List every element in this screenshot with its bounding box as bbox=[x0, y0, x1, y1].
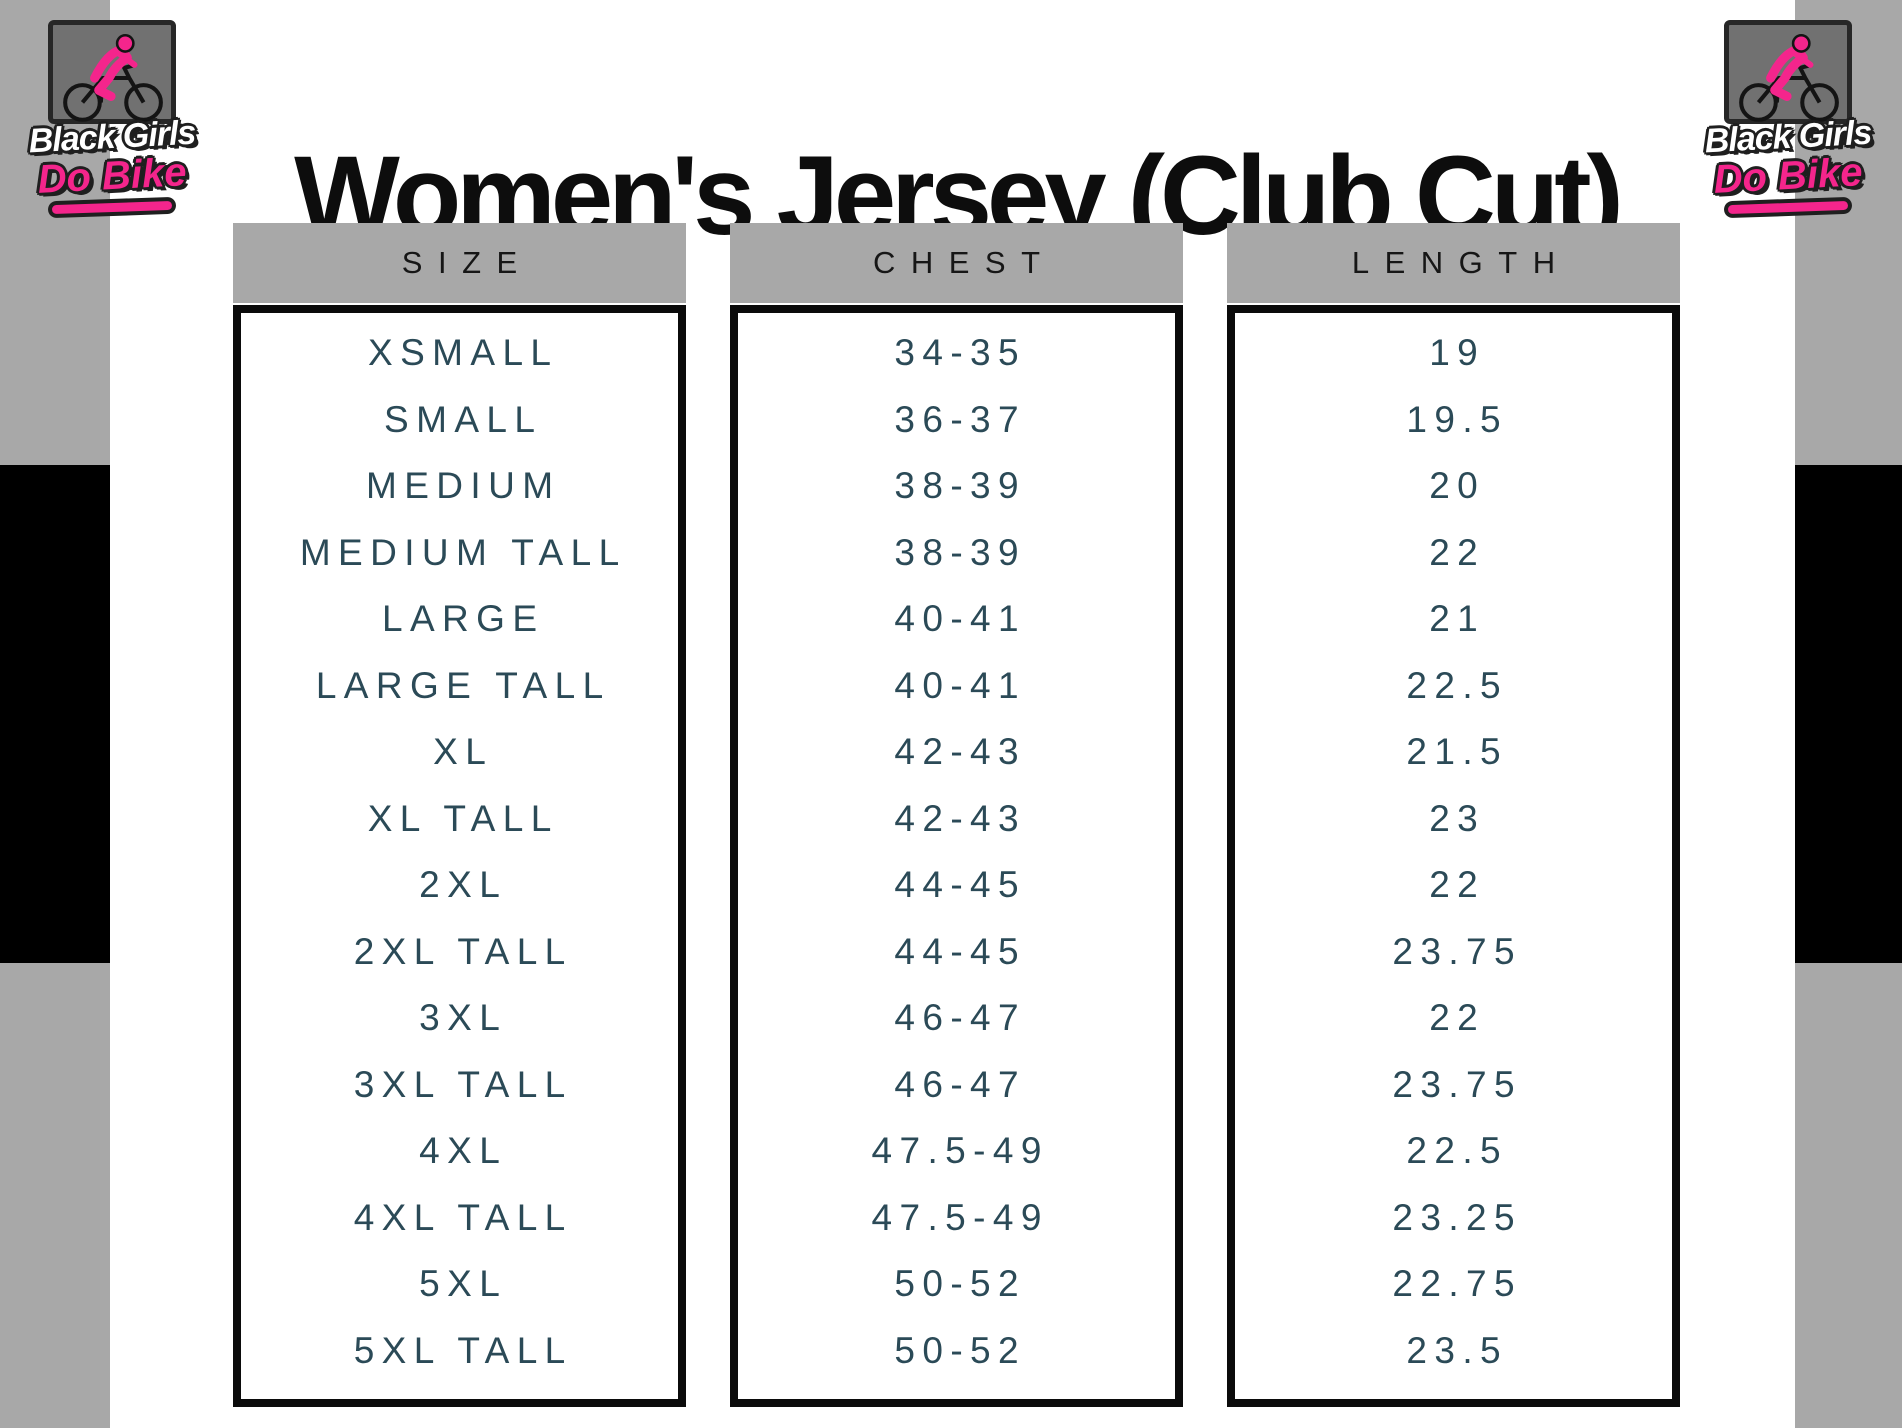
column-header-chest: CHEST bbox=[730, 223, 1183, 303]
column-header-length: LENGTH bbox=[1227, 223, 1680, 303]
logo-square bbox=[48, 20, 176, 124]
table-cell-length: 23.75 bbox=[1392, 1063, 1522, 1105]
table-cell-chest: 44-45 bbox=[894, 930, 1027, 972]
right-stripe bbox=[1795, 0, 1902, 1428]
left-stripe bbox=[0, 0, 110, 1428]
table-cell-length: 23.75 bbox=[1392, 930, 1522, 972]
table-cell-chest: 46-47 bbox=[894, 1063, 1027, 1105]
table-cell-chest: 50-52 bbox=[894, 1263, 1027, 1305]
logo-square bbox=[1724, 20, 1852, 124]
table-cell-chest: 40-41 bbox=[894, 598, 1027, 640]
bgdb-logo-left: Black Girls Do Bike bbox=[12, 20, 212, 215]
table-cell-chest: 46-47 bbox=[894, 997, 1027, 1039]
column-chest: CHEST 34-35 36-37 38-39 38-39 40-41 40-41 42-4… bbox=[730, 223, 1183, 1407]
bgdb-logo-right: Black Girls Do Bike bbox=[1688, 20, 1888, 215]
table-cell-length: 20 bbox=[1429, 465, 1486, 507]
table-cell-size: XL bbox=[433, 731, 494, 773]
right-stripe-black-segment bbox=[1795, 465, 1902, 963]
table-cell-size: 3XL bbox=[419, 997, 508, 1039]
table-cell-length: 22.5 bbox=[1406, 664, 1508, 706]
table-cell-chest: 40-41 bbox=[894, 664, 1027, 706]
table-cell-size: MEDIUM TALL bbox=[299, 531, 627, 573]
table-cell-length: 23.5 bbox=[1406, 1329, 1508, 1371]
table-cell-size: 3XL TALL bbox=[353, 1063, 573, 1105]
table-cell-length: 19.5 bbox=[1406, 398, 1508, 440]
cyclist-icon bbox=[1739, 33, 1839, 122]
table-cell-chest: 38-39 bbox=[894, 531, 1027, 573]
table-cell-chest: 50-52 bbox=[894, 1329, 1027, 1371]
size-table: SIZE XSMALL SMALL MEDIUM MEDIUM TALL LARGE LA… bbox=[233, 223, 1680, 1407]
table-cell-length: 22 bbox=[1429, 864, 1486, 906]
column-box-size: XSMALL SMALL MEDIUM MEDIUM TALL LARGE LARGE T… bbox=[233, 305, 686, 1407]
table-cell-chest: 42-43 bbox=[894, 797, 1027, 839]
table-cell-length: 22 bbox=[1429, 997, 1486, 1039]
table-cell-size: XL TALL bbox=[367, 797, 559, 839]
column-header-size: SIZE bbox=[233, 223, 686, 303]
table-cell-size: 5XL TALL bbox=[353, 1329, 573, 1371]
table-cell-size: 5XL bbox=[419, 1263, 508, 1305]
column-length: LENGTH 19 19.5 20 22 21 22.5 21.5 23 22 23.75 22 23… bbox=[1227, 223, 1680, 1407]
table-cell-size: 2XL TALL bbox=[353, 930, 573, 972]
logo-text-do-bike: Do Bike bbox=[1712, 150, 1864, 202]
table-cell-chest: 42-43 bbox=[894, 731, 1027, 773]
table-cell-chest: 47.5-49 bbox=[871, 1196, 1049, 1238]
table-cell-length: 23 bbox=[1429, 797, 1486, 839]
table-cell-length: 21.5 bbox=[1406, 731, 1508, 773]
logo-underline-swoosh bbox=[51, 200, 173, 215]
table-cell-chest: 34-35 bbox=[894, 332, 1027, 373]
cyclist-icon bbox=[63, 33, 163, 122]
table-cell-size: 4XL bbox=[419, 1130, 508, 1172]
table-cell-chest: 47.5-49 bbox=[871, 1130, 1049, 1172]
table-cell-length: 19 bbox=[1429, 332, 1486, 373]
table-cell-length: 23.25 bbox=[1392, 1196, 1522, 1238]
table-cell-size: MEDIUM bbox=[365, 465, 561, 507]
table-cell-chest: 44-45 bbox=[894, 864, 1027, 906]
table-cell-length: 21 bbox=[1429, 598, 1486, 640]
column-box-chest: 34-35 36-37 38-39 38-39 40-41 40-41 42-43 42-43… bbox=[730, 305, 1183, 1407]
table-cell-size: 4XL TALL bbox=[353, 1196, 573, 1238]
table-cell-size: 2XL bbox=[419, 864, 508, 906]
logo-text-do-bike: Do Bike bbox=[36, 150, 188, 202]
table-cell-length: 22.5 bbox=[1406, 1130, 1508, 1172]
table-cell-length: 22 bbox=[1429, 531, 1486, 573]
table-cell-size: LARGE bbox=[381, 598, 545, 640]
column-box-length: 19 19.5 20 22 21 22.5 21.5 23 22 23.75 22 23.75 22.5… bbox=[1227, 305, 1680, 1407]
table-cell-size: SMALL bbox=[384, 398, 543, 440]
table-cell-chest: 36-37 bbox=[894, 398, 1027, 440]
table-cell-size: LARGE TALL bbox=[315, 664, 611, 706]
table-cell-size: XSMALL bbox=[367, 332, 559, 373]
table-cell-length: 22.75 bbox=[1392, 1263, 1522, 1305]
column-size: SIZE XSMALL SMALL MEDIUM MEDIUM TALL LARGE LA… bbox=[233, 223, 686, 1407]
left-stripe-black-segment bbox=[0, 465, 110, 963]
table-cell-chest: 38-39 bbox=[894, 465, 1027, 507]
